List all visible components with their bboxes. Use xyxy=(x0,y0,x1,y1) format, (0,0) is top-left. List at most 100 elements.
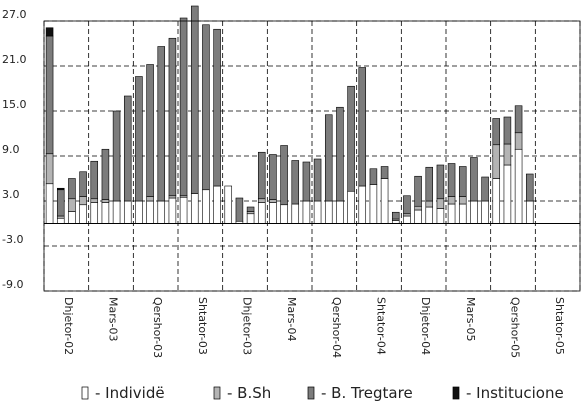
bar-segment-tregtare xyxy=(135,76,143,202)
bar-segment-individe xyxy=(358,185,367,224)
bar-segment-tregtare xyxy=(68,178,76,200)
y-tick-label: 21.0 xyxy=(2,53,27,66)
bar-segment-bsh xyxy=(246,211,255,215)
x-tick-label: Dhjetor-02 xyxy=(62,297,75,355)
bar-segment-individe xyxy=(414,209,422,224)
bar-segment-tregtare xyxy=(146,64,154,197)
bar-segment-tregtare xyxy=(470,157,478,202)
bar-segment-tregtare xyxy=(235,197,244,222)
bar-segment-institucione xyxy=(45,27,54,37)
bar-segment-individe xyxy=(135,200,143,224)
bar-segment-tregtare xyxy=(369,168,378,185)
bar-segment-tregtare xyxy=(190,5,199,194)
y-tick-label: 27.0 xyxy=(2,8,27,21)
legend-label-tregtare: - B. Tregtare xyxy=(321,384,413,402)
legend-swatch-institucione xyxy=(452,386,460,400)
bar-segment-tregtare xyxy=(90,160,99,200)
bar-segment-individe xyxy=(146,200,154,224)
bar-segment-bsh xyxy=(514,132,523,150)
bar-segment-individe xyxy=(68,211,76,224)
bar-segment-tregtare xyxy=(525,173,534,202)
bar-segment-individe xyxy=(224,185,233,224)
bar-segment-tregtare xyxy=(503,116,512,145)
bar-segment-bsh xyxy=(90,198,99,203)
bar-segment-tregtare xyxy=(458,166,467,197)
y-tick-label: 9.0 xyxy=(2,143,20,156)
bar-segment-tregtare xyxy=(436,164,445,200)
axis-layer: -9.0 -3.0 3.0 9.0 15.0 21.0 27.0 Dhjetor-02 Mars… xyxy=(2,8,581,358)
legend-swatch-bsh xyxy=(213,386,221,400)
legend: - Individë - B.Sh - B. Tregtare - Instituci… xyxy=(81,384,564,402)
bar-segment-bsh xyxy=(436,198,445,209)
bar-segment-individe xyxy=(90,202,99,224)
bar-segment-bsh xyxy=(56,215,65,219)
bar-segment-individe xyxy=(503,164,512,224)
bar-segment-bsh xyxy=(403,213,411,217)
bar-segment-bsh xyxy=(79,196,87,206)
bar-segment-tregtare xyxy=(202,24,210,191)
bar-segment-tregtare xyxy=(179,17,188,197)
bar-segment-bsh xyxy=(503,143,512,166)
bar-segment-individe xyxy=(101,202,110,224)
bar-segment-tregtare xyxy=(447,163,456,197)
x-tick-label: Mars-03 xyxy=(106,297,119,341)
x-tick-label: Qershor-04 xyxy=(330,297,343,358)
bar-segment-individe xyxy=(45,183,54,224)
bar-segment-individe xyxy=(525,200,534,224)
bar-segment-tregtare xyxy=(414,175,422,207)
bar-segment-bsh xyxy=(68,198,76,212)
bar-segment-tregtare xyxy=(313,158,322,202)
bar-segment-tregtare xyxy=(425,166,434,202)
legend-swatch-tregtare xyxy=(307,386,315,400)
bar-segment-individe xyxy=(470,200,478,224)
bar-segment-individe xyxy=(179,196,188,224)
bar-segment-tregtare xyxy=(123,95,132,202)
bar-segment-tregtare xyxy=(336,106,344,202)
bar-segment-individe xyxy=(347,190,355,224)
bar-segment-institucione xyxy=(56,187,65,191)
x-tick-label: Mars-05 xyxy=(464,297,477,341)
bar-segment-individe xyxy=(157,200,166,224)
bar-segment-bsh xyxy=(101,199,110,203)
y-tick-label: 3.0 xyxy=(2,188,20,201)
bar-segment-individe xyxy=(481,200,489,224)
legend-label-individe: - Individë xyxy=(95,384,165,402)
y-tick-label: -9.0 xyxy=(2,278,23,291)
bar-segment-individe xyxy=(202,189,210,224)
bar-segment-tregtare xyxy=(280,145,288,206)
x-tick-label: Qershor-05 xyxy=(508,297,521,358)
bar-segment-individe xyxy=(436,208,445,224)
bar-segment-bsh xyxy=(146,196,154,202)
bar-segment-tregtare xyxy=(257,151,266,200)
bar-segment-tregtare xyxy=(157,46,166,202)
bar-segment-individe xyxy=(168,197,177,224)
bar-segment-tregtare xyxy=(347,85,355,192)
bar-segment-individe xyxy=(380,178,389,224)
bar-segment-individe xyxy=(257,202,266,224)
legend-swatch-individe xyxy=(81,386,89,400)
bar-layer xyxy=(45,5,534,224)
bar-segment-tregtare xyxy=(391,211,400,220)
x-tick-label: Qershor-03 xyxy=(151,297,164,358)
bar-segment-individe xyxy=(336,200,344,224)
plot-frame xyxy=(43,20,581,292)
x-tick-label: Dhjetor-04 xyxy=(419,297,432,355)
bar-segment-individe xyxy=(112,200,121,224)
bar-segment-individe xyxy=(123,200,132,224)
bar-segment-individe xyxy=(369,184,378,224)
bar-segment-individe xyxy=(514,148,523,224)
bar-segment-bsh xyxy=(458,196,467,205)
bar-segment-bsh xyxy=(168,195,177,199)
x-tick-label: Shtator-05 xyxy=(553,297,566,355)
bar-segment-individe xyxy=(291,203,300,224)
bar-segment-tregtare xyxy=(112,110,121,202)
bar-segment-bsh xyxy=(414,205,422,211)
bar-segment-tregtare xyxy=(291,160,300,205)
bar-segment-tregtare xyxy=(79,171,87,197)
bar-segment-tregtare xyxy=(269,154,277,200)
bar-segment-tregtare xyxy=(168,37,177,197)
bar-segment-bsh xyxy=(257,198,266,203)
bar-segment-bsh xyxy=(269,199,277,203)
